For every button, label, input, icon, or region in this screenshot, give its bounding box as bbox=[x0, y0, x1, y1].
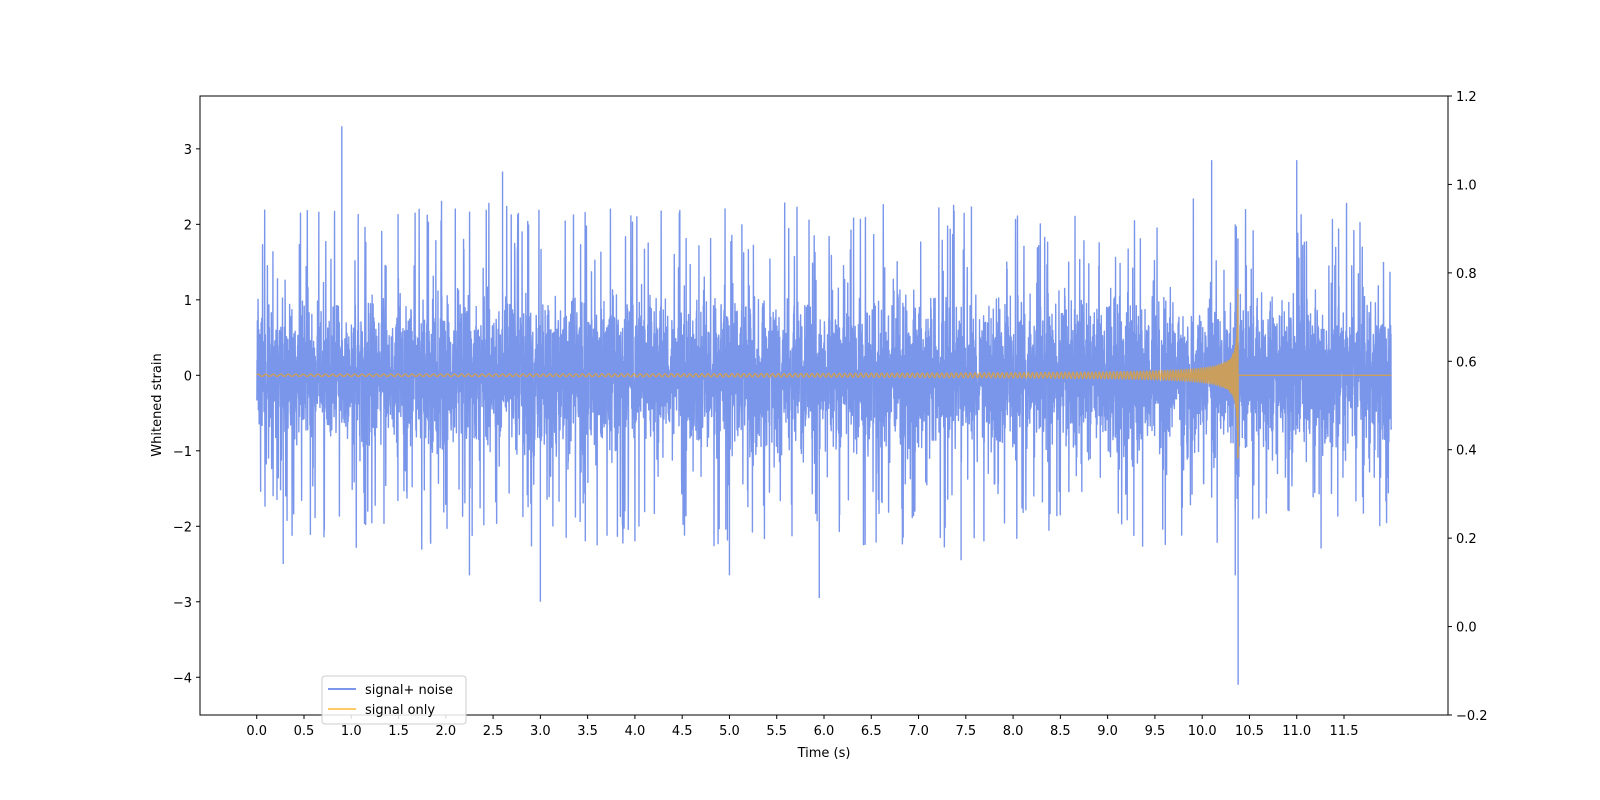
x-tick-label: 3.0 bbox=[530, 724, 551, 739]
x-tick-label: 1.5 bbox=[388, 724, 409, 739]
legend-label-signal-only: signal only bbox=[365, 703, 435, 718]
x-tick-label: 10.5 bbox=[1235, 724, 1264, 739]
y2-tick-label: 1.2 bbox=[1456, 90, 1477, 105]
x-tick-label: 9.0 bbox=[1097, 724, 1118, 739]
y2-tick-label: 0.6 bbox=[1456, 355, 1477, 370]
x-tick-label: 2.5 bbox=[483, 724, 504, 739]
y-axis-label: Whitened strain bbox=[150, 353, 165, 456]
y-tick-label: −3 bbox=[173, 596, 192, 611]
x-axis-label: Time (s) bbox=[797, 746, 851, 761]
x-tick-label: 6.5 bbox=[861, 724, 882, 739]
x-tick-label: 2.0 bbox=[435, 724, 456, 739]
y-tick-label: 1 bbox=[184, 294, 192, 309]
x-tick-label: 0.5 bbox=[294, 724, 315, 739]
y2-tick-label: −0.2 bbox=[1456, 709, 1488, 724]
x-tick-label: 9.5 bbox=[1145, 724, 1166, 739]
y-tick-label: −4 bbox=[173, 671, 192, 686]
x-tick-label: 8.0 bbox=[1003, 724, 1024, 739]
y2-tick-label: 0.0 bbox=[1456, 621, 1477, 636]
y2-tick-label: 0.2 bbox=[1456, 532, 1477, 547]
series-signal-noise-line bbox=[256, 126, 1392, 685]
series-layer bbox=[256, 126, 1392, 685]
x-tick-label: 6.0 bbox=[814, 724, 835, 739]
x-tick-label: 11.5 bbox=[1330, 724, 1359, 739]
x-tick-label: 8.5 bbox=[1050, 724, 1071, 739]
y2-tick-label: 0.8 bbox=[1456, 267, 1477, 282]
y-tick-label: 3 bbox=[184, 143, 192, 158]
y2-axis-ticks: −0.2 0.0 0.2 0.4 0.6 0.8 1.0 1.2 bbox=[1448, 90, 1488, 724]
x-axis-ticks: 0.0 0.5 1.0 1.5 2.0 2.5 3.0 3.5 4.0 4.5 5.0 5.5 6.0 6… bbox=[246, 715, 1358, 739]
x-tick-label: 11.0 bbox=[1282, 724, 1311, 739]
x-tick-label: 4.5 bbox=[672, 724, 693, 739]
x-tick-label: 1.0 bbox=[341, 724, 362, 739]
legend-box bbox=[321, 675, 467, 725]
series-signal-only-line bbox=[256, 288, 1392, 459]
x-tick-label: 7.5 bbox=[955, 724, 976, 739]
y2-tick-label: 1.0 bbox=[1456, 178, 1477, 193]
x-tick-label: 7.0 bbox=[908, 724, 929, 739]
y-tick-label: −1 bbox=[173, 445, 192, 460]
legend-label-signal-noise: signal+ noise bbox=[365, 683, 453, 698]
x-tick-label: 5.5 bbox=[766, 724, 787, 739]
y2-tick-label: 0.4 bbox=[1456, 444, 1477, 459]
legend: signal+ noise signal only bbox=[321, 675, 467, 725]
x-tick-label: 4.0 bbox=[625, 724, 646, 739]
y-tick-label: 0 bbox=[184, 369, 192, 384]
y-tick-label: −2 bbox=[173, 520, 192, 535]
x-tick-label: 3.5 bbox=[577, 724, 598, 739]
y-tick-label: 2 bbox=[184, 218, 192, 233]
x-tick-label: 10.0 bbox=[1188, 724, 1217, 739]
x-tick-label: 0.0 bbox=[246, 724, 267, 739]
y-axis-ticks: −4 −3 −2 −1 0 1 2 3 bbox=[173, 143, 200, 686]
x-tick-label: 5.0 bbox=[719, 724, 740, 739]
